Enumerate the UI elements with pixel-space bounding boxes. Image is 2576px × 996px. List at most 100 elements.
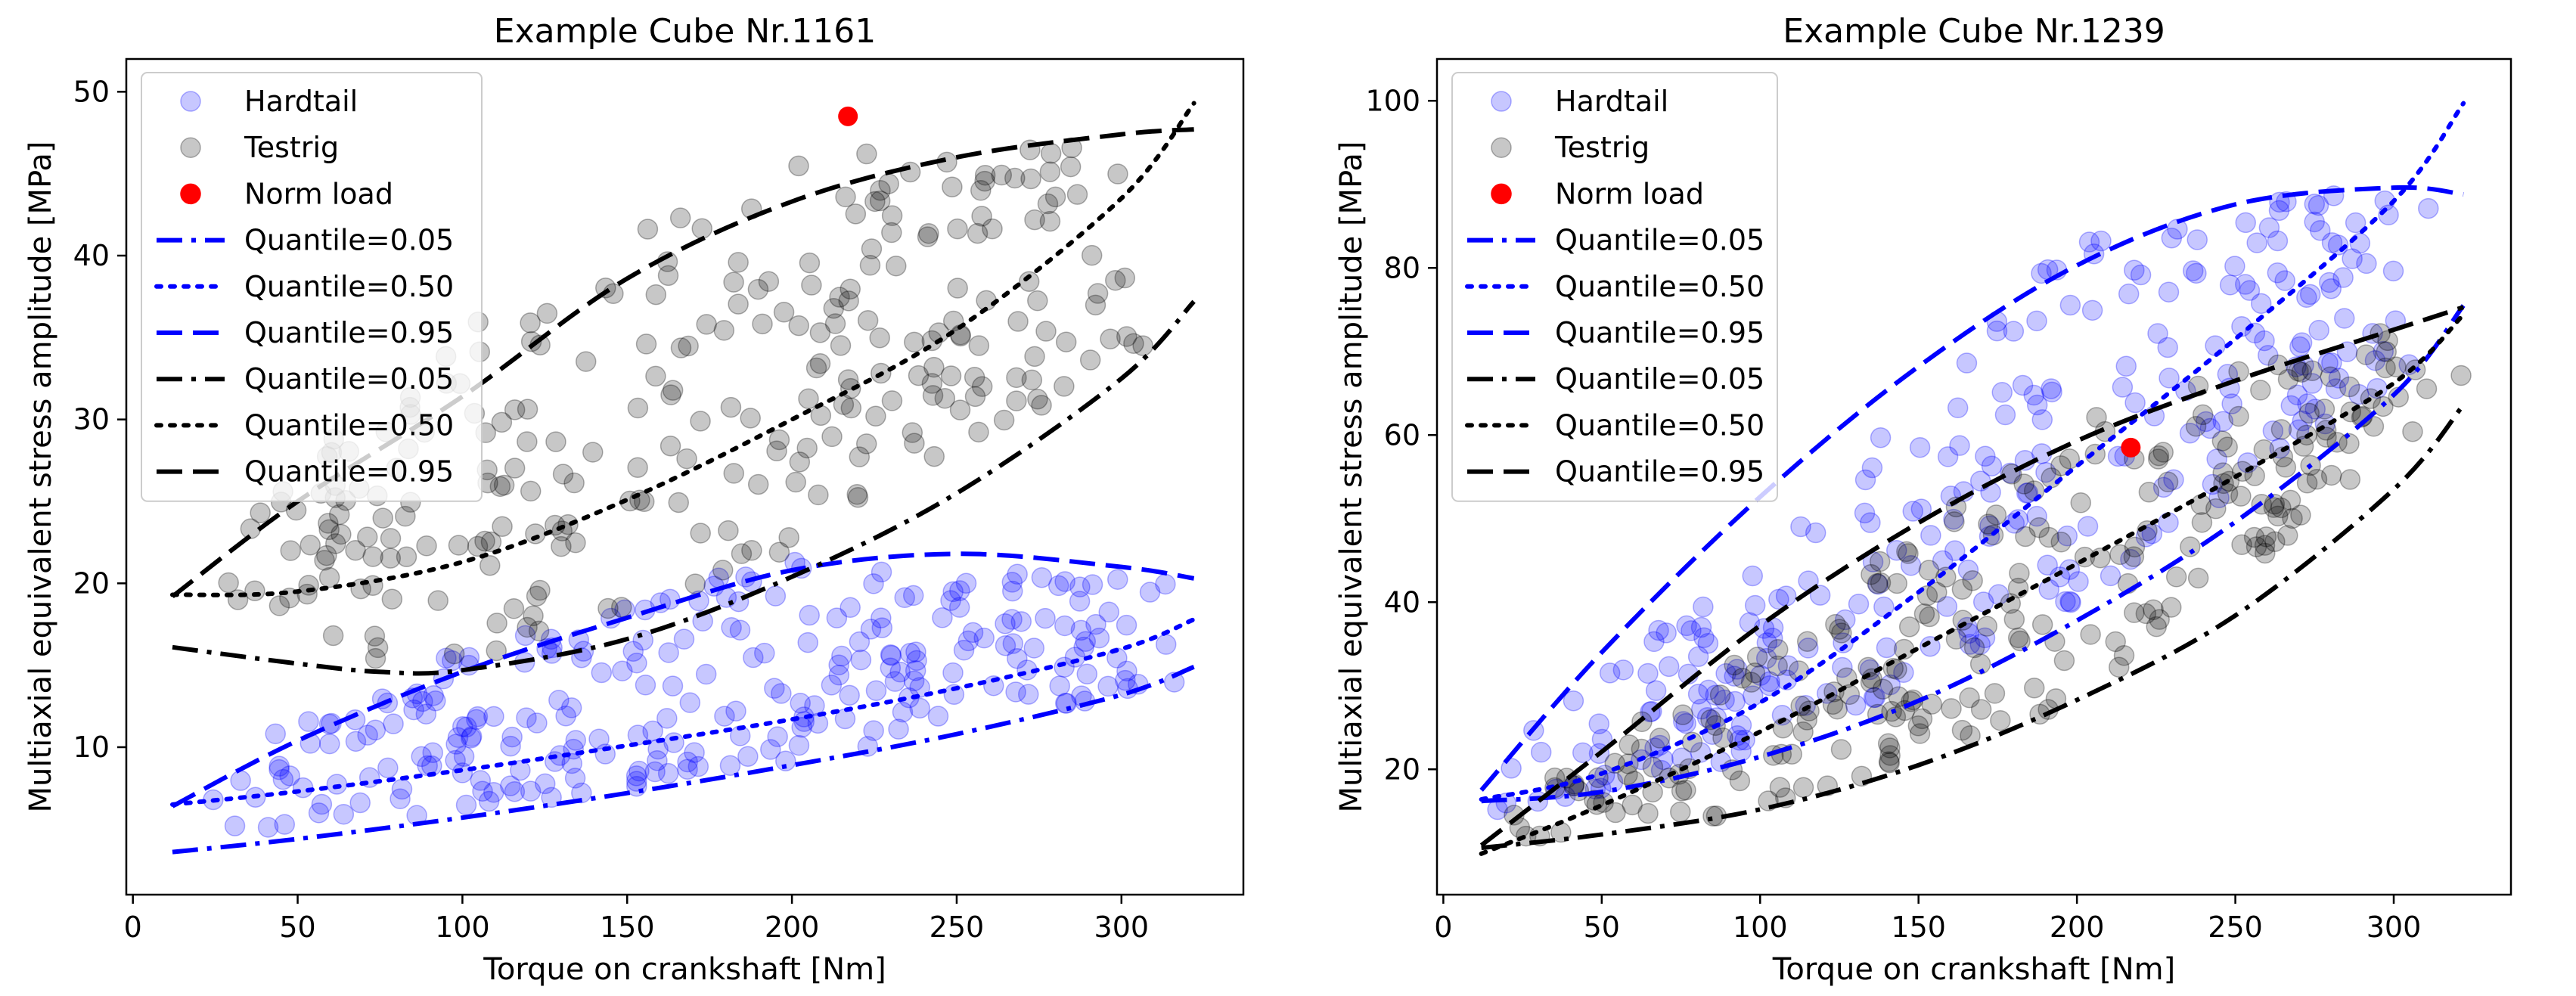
scatter-series-testrig (218, 137, 1153, 669)
scatter-point (467, 706, 489, 728)
scatter-point (1926, 582, 1948, 603)
scatter-point (2124, 536, 2146, 558)
scatter-point (1974, 627, 1996, 649)
scatter-point (345, 731, 367, 752)
scatter-point (677, 751, 698, 773)
scatter-point (1672, 704, 1693, 725)
x-tick-label: 300 (2367, 911, 2422, 944)
scatter-point (696, 314, 717, 335)
scatter-point (942, 662, 964, 684)
scatter-point (1932, 550, 1954, 572)
scatter-point (947, 278, 968, 299)
scatter-point (501, 726, 523, 748)
scatter-point (1018, 271, 1040, 293)
scatter-point (637, 219, 659, 240)
scatter-point (2321, 352, 2342, 374)
scatter-point (1023, 638, 1045, 659)
scatter-point (2245, 536, 2267, 557)
scatter-point (940, 590, 961, 611)
scatter-point (2328, 368, 2350, 389)
scatter-point (1744, 662, 1766, 684)
scatter-point (1645, 680, 1667, 701)
scatter-point (1697, 633, 1719, 654)
scatter-point (2031, 262, 2052, 284)
scatter-point (452, 762, 473, 783)
scatter-point (909, 677, 930, 698)
scatter-point (1860, 512, 1881, 533)
scatter-point (1959, 687, 1980, 709)
scatter-point (2317, 352, 2339, 374)
y-axis-label: Multiaxial equivalent stress amplitude [… (1334, 141, 1369, 812)
scatter-point (425, 690, 446, 712)
scatter-point (591, 662, 613, 684)
scatter-point (415, 703, 437, 725)
scatter-point (948, 597, 970, 618)
scatter-point (545, 431, 566, 452)
scatter-point (657, 762, 679, 784)
scatter-point (2320, 366, 2341, 388)
scatter-point (1643, 631, 1665, 653)
scatter-point (2364, 349, 2386, 371)
scatter-point (265, 723, 286, 745)
scatter-point (2310, 219, 2331, 241)
scatter-point (1984, 683, 2006, 704)
scatter-point (1963, 637, 1985, 659)
scatter-point (520, 312, 541, 334)
scatter-point (1985, 504, 2007, 526)
scatter-point (1035, 321, 1057, 342)
scatter-point (718, 520, 739, 541)
scatter-point (627, 457, 648, 478)
scatter-point (372, 507, 393, 529)
scatter-point (886, 255, 907, 277)
scatter-point (752, 313, 773, 335)
legend-label: Norm load (244, 177, 393, 210)
scatter-point (1746, 647, 1768, 668)
scatter-point (2262, 420, 2284, 442)
scatter-point (953, 639, 975, 661)
scatter-point (993, 409, 1015, 431)
scatter-point (909, 697, 930, 719)
scatter-point (1155, 634, 1177, 655)
scatter-point (2280, 395, 2302, 417)
scatter-point (1031, 566, 1053, 588)
scatter-point (445, 734, 467, 755)
scatter-point (850, 649, 872, 671)
scatter-point (840, 397, 862, 419)
scatter-point (2255, 526, 2277, 548)
quantile-line (1479, 101, 2466, 802)
scatter-point (2148, 445, 2170, 467)
scatter-point (1709, 684, 1731, 706)
scatter-point (1978, 514, 1999, 535)
scatter-point (349, 792, 371, 814)
scatter-point (442, 650, 463, 672)
scatter-point (712, 560, 734, 581)
scatter-point (2158, 281, 2180, 303)
scatter-point (2003, 609, 2025, 630)
scatter-point (1599, 662, 1621, 684)
scatter-point (796, 437, 818, 459)
scatter-point (2314, 399, 2335, 420)
scatter-point (1100, 328, 1121, 350)
y-tick-label: 100 (1365, 84, 1420, 117)
scatter-point (691, 218, 712, 239)
scatter-point (268, 595, 290, 616)
scatter-point (2108, 656, 2130, 678)
scatter-point (2382, 260, 2404, 282)
scatter-point (831, 645, 852, 667)
scatter-point (2319, 271, 2340, 293)
scatter-point (1991, 382, 2013, 403)
scatter-point (2187, 567, 2209, 589)
plot-area (1479, 101, 2472, 856)
scatter-point (1088, 627, 1110, 649)
scatter-point (365, 719, 386, 740)
scatter-point (2325, 378, 2347, 399)
scatter-point (250, 502, 271, 523)
scatter-point (1563, 690, 1584, 712)
scatter-point (412, 690, 433, 712)
axes-frame (125, 57, 1245, 896)
scatter-point (2321, 232, 2343, 253)
scatter-point (504, 399, 526, 420)
scatter-point (2291, 332, 2313, 353)
y-axis-label: Multiaxial equivalent stress amplitude [… (23, 141, 58, 812)
scatter-point (2070, 492, 2091, 514)
